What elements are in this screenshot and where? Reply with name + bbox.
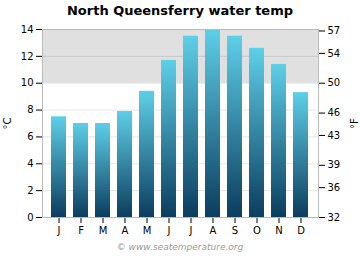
svg-text:43: 43 (328, 130, 341, 141)
svg-text:0: 0 (27, 212, 33, 223)
svg-text:57: 57 (328, 25, 341, 36)
svg-text:8: 8 (27, 104, 33, 115)
svg-text:F: F (78, 225, 84, 236)
svg-text:14: 14 (21, 24, 34, 35)
svg-text:O: O (253, 225, 261, 236)
svg-text:4: 4 (27, 158, 33, 169)
html-text:North Queensferry water temp: North Queensferry water temp (67, 3, 293, 18)
svg-text:D: D (297, 225, 305, 236)
svg-text:50: 50 (328, 77, 341, 88)
svg-text:12: 12 (21, 51, 34, 62)
svg-text:J: J (189, 225, 193, 236)
svg-text:A: A (122, 225, 129, 236)
svg-text:N: N (275, 225, 282, 236)
html-text:© www.seatemperature.org: © www.seatemperature.org (116, 242, 244, 252)
svg-text:A: A (210, 225, 217, 236)
svg-text:M: M (99, 225, 108, 236)
svg-text:6: 6 (27, 131, 33, 142)
svg-text:2: 2 (27, 185, 33, 196)
svg-text:S: S (232, 225, 238, 236)
svg-text:J: J (57, 225, 61, 236)
svg-text:54: 54 (328, 48, 341, 59)
svg-text:M: M (143, 225, 152, 236)
svg-text:32: 32 (328, 212, 341, 223)
svg-text:46: 46 (328, 107, 341, 118)
svg-text:°F: °F (349, 118, 360, 129)
svg-text:39: 39 (328, 159, 341, 170)
svg-text:°C: °C (2, 117, 13, 129)
svg-text:36: 36 (328, 182, 341, 193)
svg-text:J: J (167, 225, 171, 236)
svg-text:10: 10 (21, 77, 34, 88)
